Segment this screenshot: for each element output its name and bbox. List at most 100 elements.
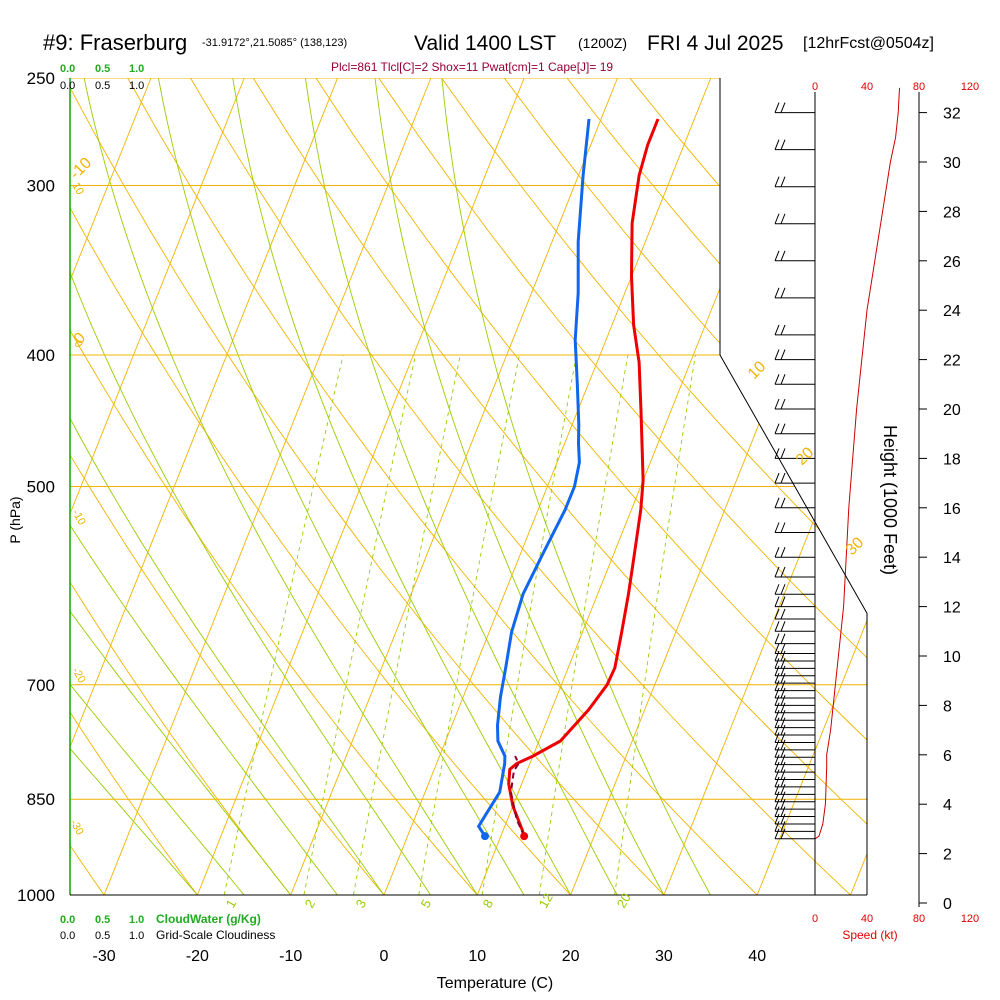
isotherm-line [663, 78, 867, 895]
height-tick-label: 30 [943, 155, 961, 172]
pressure-tick-label: 250 [27, 69, 55, 88]
pressure-tick-label: 850 [27, 790, 55, 809]
isobar-lines [70, 78, 867, 895]
wind-barb [780, 695, 786, 706]
wind-barb [774, 176, 780, 187]
dry-adiabat-label: -10 [67, 154, 95, 182]
wind-barb [780, 374, 786, 385]
dry-adiabat-line [70, 78, 571, 895]
speed-scale-bottom-1: 40 [861, 913, 873, 925]
isotherm-line [290, 78, 618, 895]
height-tick-label: 10 [943, 649, 961, 666]
speed-scale-bottom-0: 0 [812, 913, 818, 925]
speed-scale-top-1: 40 [861, 81, 873, 93]
wind-barb [774, 821, 780, 832]
wind-barb [774, 732, 780, 743]
station-coords: -31.9172°,21.5085° (138,123) [202, 37, 347, 49]
wind-barb [780, 769, 786, 780]
wind-barb [774, 702, 780, 713]
height-tick-label: 4 [943, 797, 952, 814]
cloudiness-scale-bottom-0: 0.0 [60, 930, 75, 942]
wind-barb [774, 828, 780, 839]
wind-barb [774, 608, 780, 620]
cloud-water-scale-top-1: 0.5 [95, 63, 110, 75]
wind-barb [774, 497, 780, 508]
wind-barb [774, 784, 780, 795]
height-tick-label: 8 [943, 698, 952, 715]
pressure-tick-label: 500 [27, 478, 55, 497]
isotherm-line [70, 78, 339, 895]
wind-barb [774, 754, 780, 765]
wind-barb [774, 776, 780, 788]
wind-barb [774, 813, 780, 825]
wind-barb [774, 448, 780, 459]
sounding-indices: Plcl=861 Tlcl[C]=2 Shox=11 Pwat[cm]=1 Ca… [331, 60, 613, 74]
mixing-ratio-label: 1 [223, 897, 240, 911]
temperature-tick-label: -10 [279, 948, 302, 965]
temperature-tick-label: -30 [93, 948, 116, 965]
isotherm-line [103, 78, 432, 895]
wind-barb [774, 102, 780, 113]
wind-barb [774, 717, 780, 728]
wind-barb [780, 584, 786, 595]
mixing-ratio-label: 5 [418, 897, 435, 911]
wind-barb [774, 139, 780, 150]
wind-barb [774, 547, 780, 558]
moist-adiabat-line [232, 78, 571, 895]
sounding-lines [476, 87, 900, 841]
mixing-ratio-label: 8 [480, 897, 497, 911]
wind-barb [780, 213, 786, 224]
speed-scale-top-2: 80 [913, 81, 925, 93]
height-tick-label: 12 [943, 600, 961, 617]
cloud-water-scale-bottom-0: 0.0 [60, 914, 75, 926]
wind-barb [780, 717, 786, 728]
wind-barb [780, 806, 786, 817]
dry-adiabat-label: 20 [793, 444, 818, 469]
wind-barb [774, 213, 780, 224]
wind-barb [774, 695, 780, 706]
wind-barb [780, 672, 786, 684]
x-axis-title: Temperature (C) [437, 975, 553, 992]
speed-scale-top-3: 120 [961, 81, 979, 93]
mixing-ratio-label: 12 [536, 890, 556, 910]
wind-barb [780, 680, 786, 691]
isotherm-line [383, 78, 712, 895]
wind-barb [774, 747, 780, 758]
wind-barb [780, 139, 786, 150]
wind-barb [774, 710, 780, 721]
dry-adiabat-line [127, 78, 758, 895]
height-tick-label: 28 [943, 204, 961, 221]
wind-barb [780, 710, 786, 721]
dry-adiabat-line [503, 78, 867, 895]
wind-barb [774, 621, 780, 632]
dry-adiabat-line [315, 78, 867, 895]
wind-barb [774, 633, 780, 644]
wind-barb [780, 784, 786, 795]
pressure-tick-label: 700 [27, 676, 55, 695]
moist-adiabat-line [441, 78, 711, 895]
wind-barb [780, 287, 786, 299]
wind-barb [780, 702, 786, 713]
mixing-ratio-line [614, 354, 696, 895]
wind-barb [780, 349, 786, 360]
wind-barb [774, 791, 780, 802]
wind-barb [780, 621, 786, 632]
wind-barb [780, 776, 786, 788]
wind-barb [774, 724, 780, 736]
wind-barb [780, 821, 786, 832]
wind-barb [774, 658, 780, 669]
temperature-tick-label: 40 [748, 948, 766, 965]
wind-barb [774, 680, 780, 691]
isotherm-line [476, 78, 805, 895]
moist-adiabat-line [70, 78, 292, 895]
height-axis-title: Height (1000 Feet) [880, 425, 900, 575]
mixing-ratio-line [481, 354, 577, 895]
wind-barb [774, 665, 780, 676]
dry-adiabat-line [441, 78, 867, 895]
wind-barb [780, 176, 786, 187]
mixing-ratio-line [418, 354, 520, 895]
wind-barb [774, 739, 780, 751]
wind-barb [780, 665, 786, 676]
mixing-ratio-label: 3 [353, 897, 370, 911]
